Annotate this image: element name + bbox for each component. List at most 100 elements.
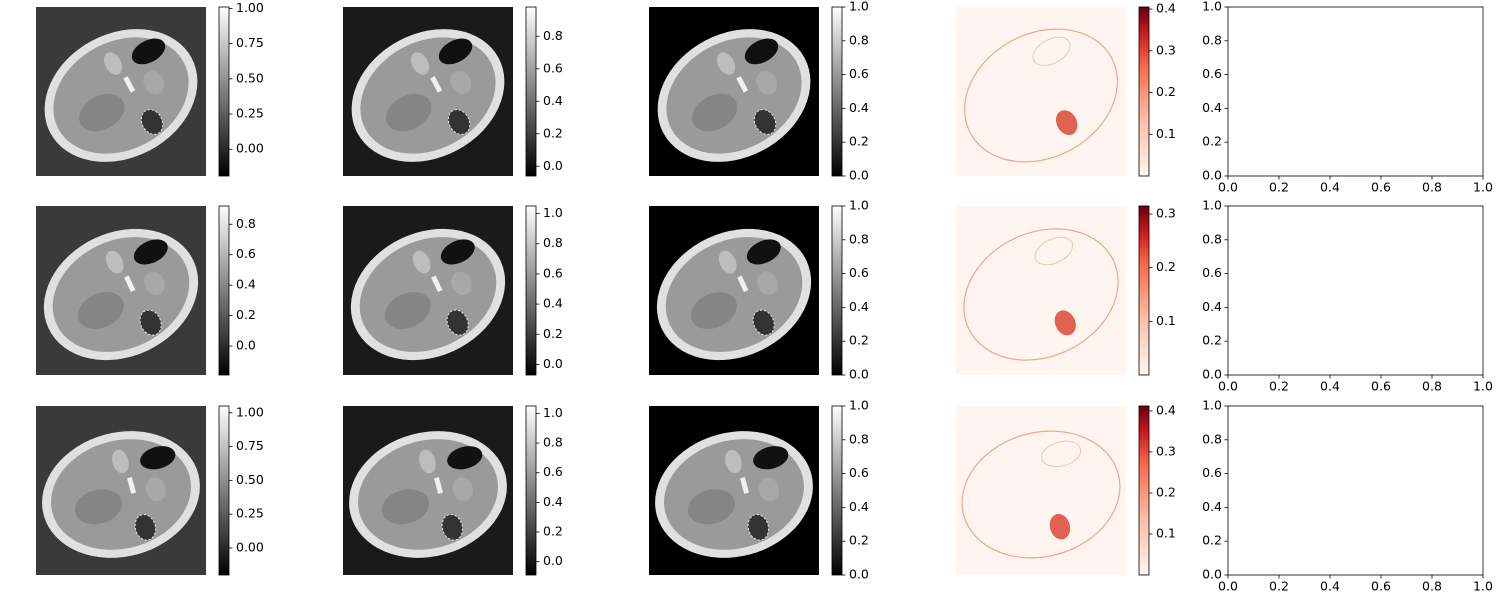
y-tick-label: 0.8 [1202,431,1222,446]
colorbar-tick-label: 0.1 [1156,525,1176,540]
x-tick-label: 0.2 [1269,180,1289,195]
phantom-dots [441,514,464,541]
image-background [956,206,1126,375]
panel: 0.0 0.2 0.4 0.6 0.8 1.0 [343,205,563,376]
colorbar-tick-label: 0.0 [849,168,869,183]
colorbar [218,405,230,576]
colorbar-tick-label: 0.1 [1156,313,1176,328]
colorbar-tick-label: 1.0 [543,405,563,420]
x-tick-label: 0.2 [1269,379,1289,394]
phantom [657,29,811,162]
phantom-region [757,271,778,296]
colorbar [831,405,843,576]
phantom-dots [134,514,157,541]
phantom-bar [740,477,750,494]
colorbar-tick-label: 0.0 [543,158,563,173]
error-outline [1034,236,1074,266]
colorbar [218,205,230,376]
phantom-dark [133,239,168,265]
colorbar-tick-label: 0.6 [236,246,256,261]
phantom-bar [123,76,136,93]
colorbar-tick-label: 0.6 [849,66,869,81]
colorbar-tick-label: 0.6 [543,464,563,479]
y-tick-label: 0.2 [1202,333,1222,348]
colorbar-tick-label: 0.75 [236,35,264,50]
phantom-region [450,71,472,95]
phantom-region [74,489,123,525]
phantom-region [145,477,166,502]
phantom-light [411,52,430,75]
phantom-region [687,489,736,525]
phantom [964,28,1118,163]
colorbar-tick-label: 0.4 [1156,402,1176,417]
y-tick-label: 1.0 [1202,0,1222,14]
phantom-bar [430,76,443,93]
colorbar-tick-label: 0.8 [849,32,869,47]
colorbar-tick-label: 0.4 [849,299,869,314]
colorbar-tick-label: 0.8 [543,28,563,43]
colorbar-tick-label: 1.00 [236,404,264,419]
x-tick-label: 0.8 [1422,579,1442,594]
colorbar-tick-label: 0.1 [1156,126,1176,141]
phantom-region [77,292,124,329]
x-tick-label: 0.6 [1371,180,1391,195]
colorbar-tick-label: 0.6 [543,60,563,75]
phantom [43,228,199,361]
phantom-light [717,52,736,75]
panel: 0.1 0.2 0.3 [956,206,1176,376]
colorbar-tick-label: 0.2 [543,125,563,140]
panel: 0.0 0.2 0.4 0.6 0.8 1.0 0.0 0.2 0.4 0.6 0.8 1.0 [1202,198,1493,394]
phantom-region [79,93,125,132]
phantom [655,431,813,558]
x-tick-label: 0.4 [1320,379,1340,394]
axes-frame [1227,6,1484,177]
phantom-bar [431,275,443,293]
colorbar-tick-label: 0.50 [236,70,264,85]
colorbar-tick-label: 0.00 [236,141,264,156]
colorbar-tick-label: 0.4 [543,296,563,311]
phantom-region [692,93,738,132]
phantom [42,431,200,558]
colorbar-tick-label: 0.6 [849,465,869,480]
phantom-region [384,292,431,329]
phantom-dark [753,446,789,470]
colorbar [831,6,843,177]
x-tick-label: 0.2 [1269,579,1289,594]
colorbar [1138,6,1150,177]
colorbar-tick-label: 0.0 [849,567,869,582]
x-tick-label: 0.6 [1371,379,1391,394]
phantom-region [451,271,472,296]
phantom-dots [747,514,770,541]
axes-frame [1227,405,1484,576]
x-tick-label: 0.8 [1422,180,1442,195]
y-tick-label: 0.4 [1202,299,1222,314]
colorbar-tick-label: 0.8 [849,431,869,446]
colorbar-tick-label: 0.50 [236,472,264,487]
colorbar-tick-label: 0.4 [236,277,256,292]
phantom-region [386,93,432,132]
colorbar [525,205,537,376]
phantom [963,228,1119,361]
y-tick-label: 1.0 [1202,398,1222,413]
phantom-region [756,71,778,95]
error-outline [961,430,1121,559]
x-tick-label: 0.8 [1422,379,1442,394]
phantom-bar [737,275,749,293]
y-tick-label: 0.0 [1202,168,1222,183]
colorbar-tick-label: 0.75 [236,438,264,453]
phantom-light [112,449,129,474]
colorbar-tick-label: 0.4 [1156,1,1176,16]
colorbar-tick-label: 0.2 [236,307,256,322]
panel: 0.1 0.2 0.3 0.4 [956,1,1176,177]
colorbar-tick-label: 1.0 [543,205,563,220]
y-tick-label: 0.6 [1202,465,1222,480]
phantom-dark [131,38,166,65]
phantom-dots [140,109,164,135]
phantom-light [419,449,436,474]
colorbar-tick-label: 0.00 [236,539,264,554]
panel: 0.0 0.2 0.4 0.6 0.8 1.0 [649,0,869,183]
colorbar-tick-label: 0.6 [543,265,563,280]
colorbar [831,205,843,376]
colorbar-tick-label: 0.4 [849,499,869,514]
colorbar-tick-label: 0.8 [236,216,256,231]
